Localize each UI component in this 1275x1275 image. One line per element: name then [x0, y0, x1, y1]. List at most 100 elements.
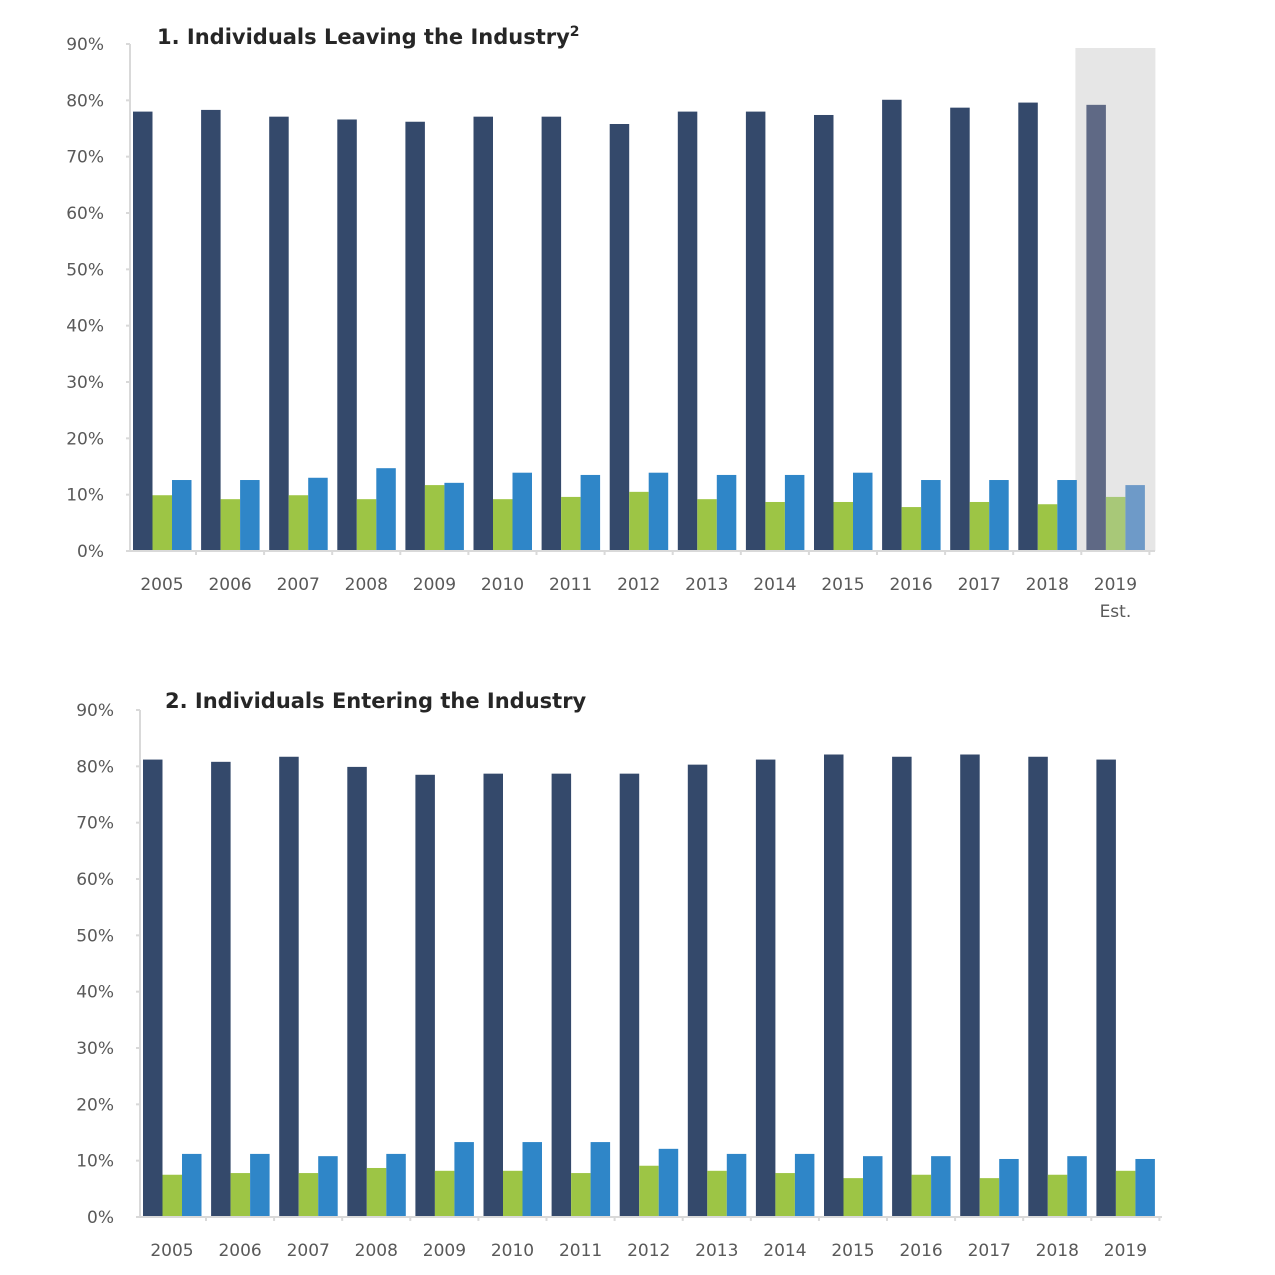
bar-2011-series-1 — [551, 773, 572, 1217]
bar-2005-series-1 — [133, 111, 153, 551]
x-tick-label: 2005 — [140, 575, 183, 595]
bar-2010-series-3 — [522, 1142, 542, 1217]
y-tick-label: 30% — [76, 1039, 114, 1059]
bar-2019-series-2 — [1115, 1170, 1136, 1217]
y-tick-label: 60% — [76, 870, 114, 890]
bar-2019-series-1 — [1096, 759, 1116, 1217]
bar-2017-series-2 — [969, 501, 990, 551]
y-tick-label: 80% — [76, 757, 114, 777]
bar-2005-series-2 — [152, 495, 172, 551]
y-tick-label: 90% — [66, 35, 104, 55]
bar-2007-series-3 — [318, 1156, 338, 1217]
bar-2013-series-2 — [697, 499, 717, 551]
bar-2005-series-2 — [162, 1174, 182, 1217]
bar-2006-series-3 — [250, 1153, 270, 1217]
y-tick-label: 70% — [66, 148, 104, 168]
y-tick-label: 80% — [66, 91, 104, 111]
bar-2019-series-3 — [1135, 1158, 1155, 1217]
bar-2015-series-3 — [863, 1156, 883, 1217]
x-tick-label: 2006 — [218, 1241, 261, 1261]
x-tick-label: 2010 — [481, 575, 524, 595]
bar-2012-series-3 — [658, 1148, 679, 1217]
x-tick-label: 2010 — [491, 1241, 534, 1261]
chart-title: 2. Individuals Entering the Industry — [165, 689, 587, 713]
bar-2016-series-3 — [931, 1156, 951, 1217]
bar-2017-series-2 — [979, 1178, 1000, 1217]
x-tick-label: 2014 — [763, 1241, 806, 1261]
x-tick-label: 2011 — [559, 1241, 602, 1261]
y-tick-label: 30% — [66, 373, 104, 393]
bar-2010-series-3 — [512, 472, 532, 551]
bar-2019-series-1 — [1086, 104, 1106, 551]
bar-2010-series-2 — [503, 1170, 523, 1217]
bar-2011-series-3 — [580, 474, 601, 551]
bar-2009-series-1 — [415, 774, 435, 1217]
bar-2013-series-2 — [707, 1170, 727, 1217]
bar-2018-series-2 — [1047, 1174, 1068, 1217]
x-tick-label: 2015 — [821, 575, 864, 595]
y-tick-label: 60% — [66, 204, 104, 224]
bar-2007-series-3 — [308, 477, 328, 551]
x-tick-label: 2017 — [968, 1241, 1011, 1261]
x-tick-label: 2016 — [899, 1241, 942, 1261]
bar-2007-series-1 — [279, 756, 299, 1217]
bar-2016-series-1 — [892, 756, 912, 1217]
bar-2006-series-3 — [240, 480, 260, 551]
bar-2015-series-1 — [824, 754, 844, 1217]
bar-2009-series-3 — [444, 482, 464, 551]
y-tick-label: 0% — [77, 542, 104, 562]
x-tick-label: 2016 — [889, 575, 932, 595]
bar-2011-series-1 — [541, 116, 562, 552]
bar-2012-series-2 — [639, 1165, 659, 1217]
bar-2014-series-2 — [775, 1173, 795, 1217]
x-tick-label: 2013 — [685, 575, 728, 595]
x-tick-label: 2019 — [1094, 575, 1137, 595]
x-tick-label: 2014 — [753, 575, 796, 595]
bar-2014-series-3 — [794, 1153, 815, 1217]
x-tick-sublabel: Est. — [1100, 602, 1132, 622]
x-tick-label: 2012 — [617, 575, 660, 595]
y-tick-label: 0% — [87, 1208, 114, 1228]
x-tick-label: 2009 — [413, 575, 456, 595]
x-tick-label: 2018 — [1026, 575, 1069, 595]
chart-2: 0% 10% 20% 30% 40% 50% 60% 70% 80% 90% 2005 2006 200… — [76, 689, 1162, 1261]
y-tick-label: 10% — [76, 1152, 114, 1172]
bar-2018-series-3 — [1067, 1156, 1087, 1217]
bar-2008-series-3 — [386, 1153, 406, 1217]
bar-2018-series-2 — [1037, 504, 1058, 551]
bar-2017-series-1 — [960, 754, 980, 1217]
bar-2014-series-1 — [755, 759, 776, 1217]
bar-2012-series-1 — [609, 123, 630, 551]
bar-2016-series-2 — [911, 1174, 932, 1217]
y-tick-label: 10% — [66, 486, 104, 506]
chart-title-text: 1. Individuals Leaving the Industry — [157, 25, 570, 49]
x-tick-label: 2007 — [277, 575, 320, 595]
bar-2006-series-2 — [230, 1173, 251, 1217]
bar-2008-series-2 — [356, 499, 377, 551]
bar-2006-series-2 — [220, 499, 241, 551]
bar-2005-series-1 — [143, 759, 163, 1217]
bar-2016-series-1 — [882, 99, 902, 552]
bar-2008-series-3 — [376, 468, 396, 551]
bar-2013-series-3 — [726, 1153, 747, 1217]
x-tick-label: 2017 — [958, 575, 1001, 595]
x-tick-label: 2009 — [423, 1241, 466, 1261]
bar-2014-series-1 — [745, 111, 766, 551]
x-tick-label: 2008 — [355, 1241, 398, 1261]
bar-2007-series-2 — [288, 495, 309, 551]
x-tick-label: 2013 — [695, 1241, 738, 1261]
bar-2018-series-3 — [1057, 480, 1077, 551]
chart-title: 1. Individuals Leaving the Industry2 — [157, 24, 580, 49]
y-tick-label: 70% — [76, 814, 114, 834]
title-footnote-superscript: 2 — [570, 24, 580, 40]
bar-2013-series-1 — [677, 111, 698, 551]
bar-2014-series-2 — [765, 501, 785, 551]
bar-2007-series-1 — [269, 116, 289, 552]
bar-2018-series-1 — [1018, 102, 1038, 551]
bar-2011-series-3 — [590, 1142, 611, 1217]
x-tick-label: 2007 — [287, 1241, 330, 1261]
bar-2017-series-1 — [950, 107, 970, 551]
y-tick-label: 40% — [66, 317, 104, 337]
bar-2006-series-1 — [201, 109, 221, 551]
